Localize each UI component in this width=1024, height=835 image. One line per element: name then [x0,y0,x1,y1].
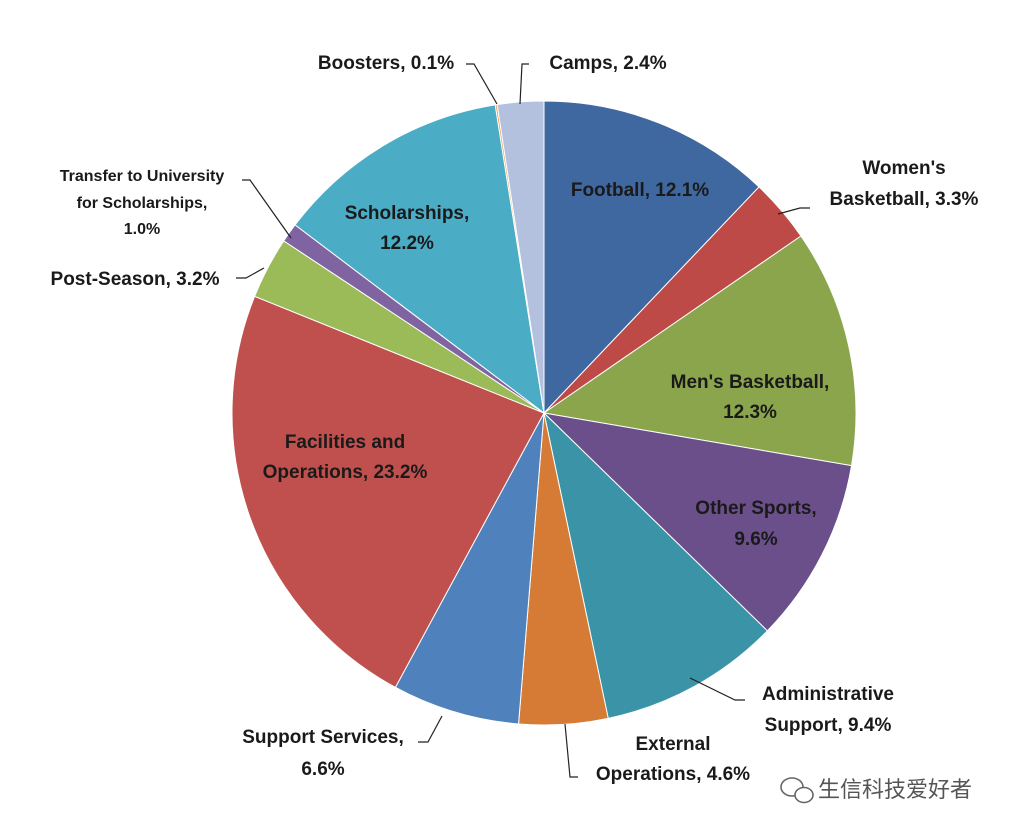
slice-label-line: Support, 9.4% [765,715,892,736]
slice-label-post-season: Post-Season, 3.2% [51,269,220,290]
pie-slice-men-s-basketball [542,235,857,467]
slice-label-line: 1.0% [124,221,160,238]
watermark-text: 生信科技爱好者 [818,778,972,803]
slice-label-line: Basketball, 3.3% [830,189,979,210]
pie-slice-administrative-support [543,411,769,719]
pie-slice-facilities-and-operations [231,295,545,689]
slice-label-camps: Camps, 2.4% [549,53,666,74]
pie-slice-scholarships [294,104,545,415]
slice-label-support-services: Support Services, 6.6% [242,727,404,780]
slice-label-line: External [636,734,711,755]
wechat-icon [780,777,814,804]
slice-label-line: Operations, 23.2% [263,462,428,483]
slice-label-line: Scholarships, [345,203,470,224]
slice-label-line: for Scholarships, [77,195,208,212]
slice-label-scholarships: Scholarships, 12.2% [345,203,470,254]
slice-label-women-s-basketball: Women's Basketball, 3.3% [830,158,979,210]
pie-slices [231,100,857,726]
slice-label-line: Operations, 4.6% [596,764,750,785]
slice-labels: Football, 12.1% Women's Basketball, 3.3% Me… [51,53,979,785]
slice-label-line: Women's [862,158,945,179]
slice-label-boosters: Boosters, 0.1% [318,53,454,74]
slice-label-line: 12.2% [380,233,434,254]
slice-label-line: 12.3% [723,402,777,423]
slice-label-administrative-support: Administrative Support, 9.4% [762,684,894,736]
pie-slice-other-sports [542,412,853,632]
slice-label-facilities-and-operations: Facilities and Operations, 23.2% [263,432,428,483]
slice-label-line: Facilities and [285,432,405,453]
slice-label-football: Football, 12.1% [571,180,709,201]
slice-label-line: Other Sports, [695,498,816,519]
slice-label-line: Boosters, 0.1% [318,53,454,74]
slice-label-line: Post-Season, 3.2% [51,269,220,290]
slice-label-line: 9.6% [734,529,777,550]
slice-label-line: Football, 12.1% [571,180,709,201]
leader-lines [236,63,810,778]
slice-label-line: Men's Basketball, [671,372,830,393]
slice-label-line: Support Services, [242,727,404,748]
slice-label-other-sports: Other Sports, 9.6% [695,498,816,550]
slice-label-line: Camps, 2.4% [549,53,666,74]
slice-label-line: 6.6% [301,759,344,780]
slice-label-line: Transfer to University [60,168,225,185]
pie-slice-support-services [394,412,545,725]
slice-label-transfer-to-university-for-scholarships: Transfer to University for Scholarships, 1… [60,168,225,238]
watermark: 生信科技爱好者 [780,777,972,804]
slice-label-external-operations: External Operations, 4.6% [596,734,750,785]
pie-slice-football [543,100,760,415]
slice-label-line: Administrative [762,684,894,705]
slice-label-men-s-basketball: Men's Basketball, 12.3% [671,372,830,423]
